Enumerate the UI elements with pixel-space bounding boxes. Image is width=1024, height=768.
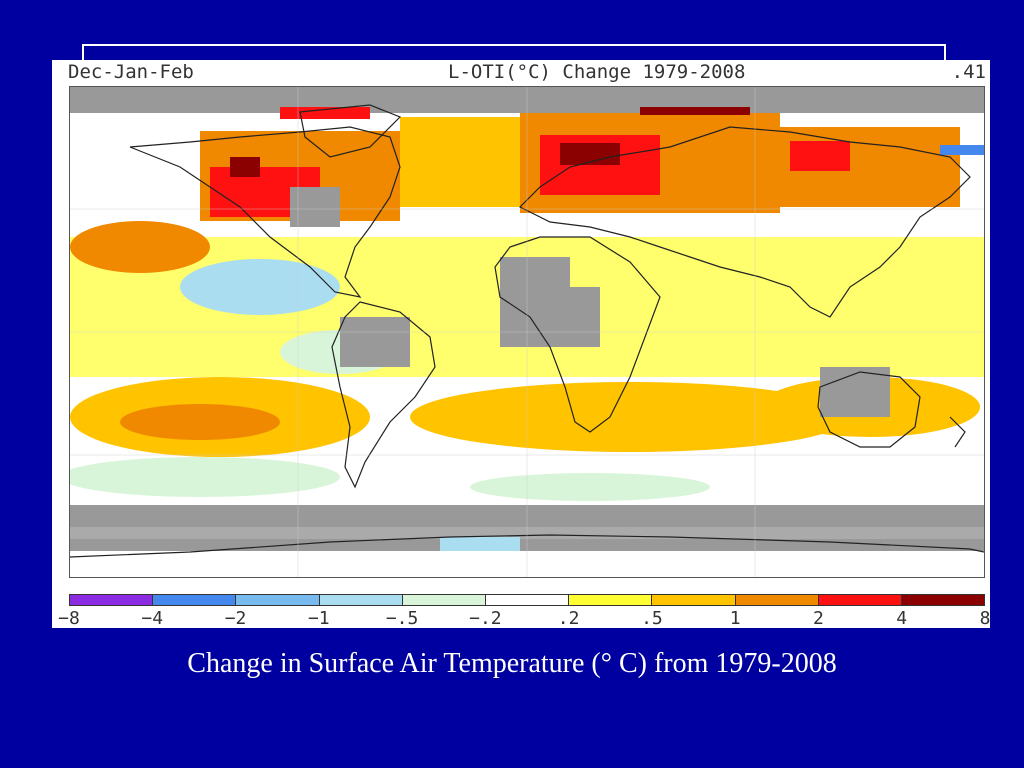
color-swatch-10 — [901, 595, 985, 605]
africa-missing — [500, 257, 570, 347]
coast-greenland — [299, 104, 402, 158]
color-scale-bar — [69, 594, 985, 606]
color-swatch-0 — [70, 595, 154, 605]
coast-new-zealand — [949, 416, 966, 448]
tick-label: −4 — [141, 608, 164, 629]
tick-label: −.2 — [469, 608, 502, 629]
tick-label: 8 — [979, 608, 991, 629]
map-grid — [70, 87, 984, 577]
color-swatch-5 — [485, 595, 570, 605]
map-svg — [70, 87, 984, 577]
tick-label: −1 — [307, 608, 330, 629]
arctic-very-hot — [640, 107, 750, 115]
temperature-change-map — [69, 86, 985, 578]
color-swatch-6 — [569, 595, 653, 605]
color-swatch-3 — [319, 595, 403, 605]
color-swatch-4 — [402, 595, 486, 605]
siberia-hot — [790, 141, 850, 171]
africa-missing-2 — [560, 287, 600, 347]
color-swatch-7 — [652, 595, 736, 605]
southern-cool-1 — [70, 457, 340, 497]
australia-missing — [820, 367, 890, 417]
e-siberia-cool — [940, 145, 984, 155]
coast-antarctica — [70, 534, 984, 558]
title-bracket — [82, 44, 946, 60]
s-indian-warm — [410, 382, 850, 452]
coast-africa — [494, 236, 661, 433]
tick-label: 4 — [896, 608, 908, 629]
n-atlantic-warm — [400, 117, 520, 207]
s-america-missing — [340, 317, 410, 367]
coast-south-america — [331, 301, 436, 489]
coast-eurasia — [518, 126, 971, 318]
color-swatch-2 — [236, 595, 320, 605]
coast-australia — [817, 371, 921, 448]
season-label: Dec-Jan-Feb — [68, 61, 194, 83]
s-pacific-hot — [120, 404, 280, 440]
tick-label: 1 — [729, 608, 741, 629]
color-swatch-1 — [153, 595, 237, 605]
coast-north-america — [129, 126, 401, 298]
figure-panel: Dec-Jan-Feb L-OTI(°C) Change 1979-2008 .… — [52, 60, 990, 629]
slide-caption: Change in Surface Air Temperature (° C) … — [187, 648, 837, 679]
n-pacific-warm — [70, 221, 210, 273]
southern-cool-2 — [470, 473, 710, 501]
n-america-very-hot — [230, 157, 260, 177]
tick-label: −8 — [58, 608, 80, 629]
tick-label: −2 — [224, 608, 247, 629]
color-scale-ticks: −8 −4 −2 −1 −.5 −.2 .2 .5 1 2 4 8 — [58, 608, 990, 629]
pacific-cool-1 — [180, 259, 340, 315]
n-america-missing — [290, 187, 340, 227]
coastlines — [70, 104, 984, 558]
antarctic-cool-patch — [440, 537, 520, 551]
map-title: L-OTI(°C) Change 1979-2008 — [448, 61, 746, 83]
tick-label: .5 — [641, 608, 663, 629]
tick-label: −.5 — [385, 608, 419, 629]
color-swatch-8 — [735, 595, 819, 605]
tick-label: 2 — [813, 608, 824, 629]
color-swatch-9 — [818, 595, 902, 605]
greenland-hot — [280, 107, 370, 119]
russia-very-hot — [560, 143, 620, 165]
tick-label: .2 — [557, 608, 580, 629]
global-mean-value: .41 — [951, 61, 986, 83]
